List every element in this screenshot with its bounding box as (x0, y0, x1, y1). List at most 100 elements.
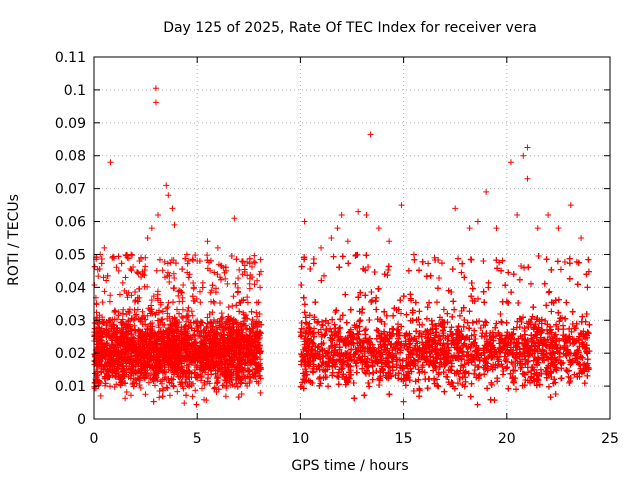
data-point (106, 298, 113, 305)
data-point (131, 307, 138, 314)
data-point (244, 294, 251, 301)
data-point (164, 304, 171, 311)
data-point (95, 273, 102, 280)
data-point (170, 285, 177, 292)
data-point (244, 272, 251, 279)
data-point (204, 375, 211, 382)
data-point (135, 270, 142, 277)
grid-lines (94, 57, 610, 419)
data-point (244, 383, 251, 390)
data-point (211, 299, 218, 306)
data-point (218, 310, 225, 317)
data-point (166, 278, 173, 285)
data-point (222, 393, 229, 400)
data-point (163, 384, 170, 391)
data-point (112, 308, 119, 315)
data-point (248, 263, 255, 270)
data-point (137, 384, 144, 391)
data-point (190, 285, 197, 292)
data-point (109, 254, 116, 261)
data-point (152, 382, 159, 389)
data-point (142, 391, 149, 398)
data-point (153, 267, 160, 274)
data-point (188, 308, 195, 315)
data-point (254, 324, 261, 331)
data-point (132, 288, 139, 295)
data-point (106, 383, 113, 390)
data-point (253, 309, 260, 316)
data-point (123, 389, 130, 396)
data-point (257, 256, 264, 263)
data-point (246, 285, 253, 292)
data-point (189, 393, 196, 400)
data-point (230, 293, 237, 300)
data-point (181, 400, 188, 407)
data-point (225, 304, 232, 311)
data-point (238, 390, 245, 397)
data-point (197, 288, 204, 295)
data-point (122, 274, 129, 281)
data-point (236, 266, 243, 273)
data-point (252, 259, 259, 266)
data-point (216, 300, 223, 307)
data-point (209, 323, 216, 330)
data-point (192, 387, 199, 394)
data-point (185, 304, 192, 311)
data-point (228, 252, 235, 259)
data-point (257, 389, 264, 396)
data-point (234, 289, 241, 296)
data-point (166, 392, 173, 399)
data-point (185, 257, 192, 264)
data-point (110, 322, 117, 329)
data-point (199, 284, 206, 291)
data-point (116, 291, 123, 298)
data-point (164, 310, 171, 317)
data-point (164, 269, 171, 276)
data-point (178, 313, 185, 320)
data-point (118, 260, 125, 267)
data-point (192, 252, 199, 259)
data-point (144, 283, 151, 290)
data-point (190, 280, 197, 287)
data-point (122, 395, 129, 402)
data-point (142, 254, 149, 261)
data-point (104, 272, 111, 279)
data-point (103, 277, 110, 284)
data-point (216, 274, 223, 281)
chart-title: Day 125 of 2025, Rate Of TEC Index for r… (163, 20, 537, 36)
data-point (179, 314, 186, 321)
data-point (150, 398, 157, 405)
data-point (236, 308, 243, 315)
data-point (145, 379, 152, 386)
data-point (182, 323, 189, 330)
data-point (110, 253, 117, 260)
data-point (180, 281, 187, 288)
data-point (170, 299, 177, 306)
data-point (197, 377, 204, 384)
data-point (183, 392, 190, 399)
data-point (120, 320, 127, 327)
data-point (101, 288, 108, 295)
data-point (248, 308, 255, 315)
data-point (165, 299, 172, 306)
data-point (163, 305, 170, 312)
data-point (111, 384, 118, 391)
data-point (207, 289, 214, 296)
data-point (100, 274, 107, 281)
data-point (133, 311, 140, 318)
data-point (119, 279, 126, 286)
data-point (174, 388, 181, 395)
data-point (179, 306, 186, 313)
data-point (222, 275, 229, 282)
data-point (208, 371, 215, 378)
scatter-points (91, 85, 593, 408)
data-point (233, 256, 240, 263)
data-point (127, 392, 134, 399)
data-point (199, 385, 206, 392)
data-point (179, 298, 186, 305)
data-point (242, 380, 249, 387)
data-point (211, 384, 218, 391)
data-point (235, 394, 242, 401)
data-point (184, 313, 191, 320)
